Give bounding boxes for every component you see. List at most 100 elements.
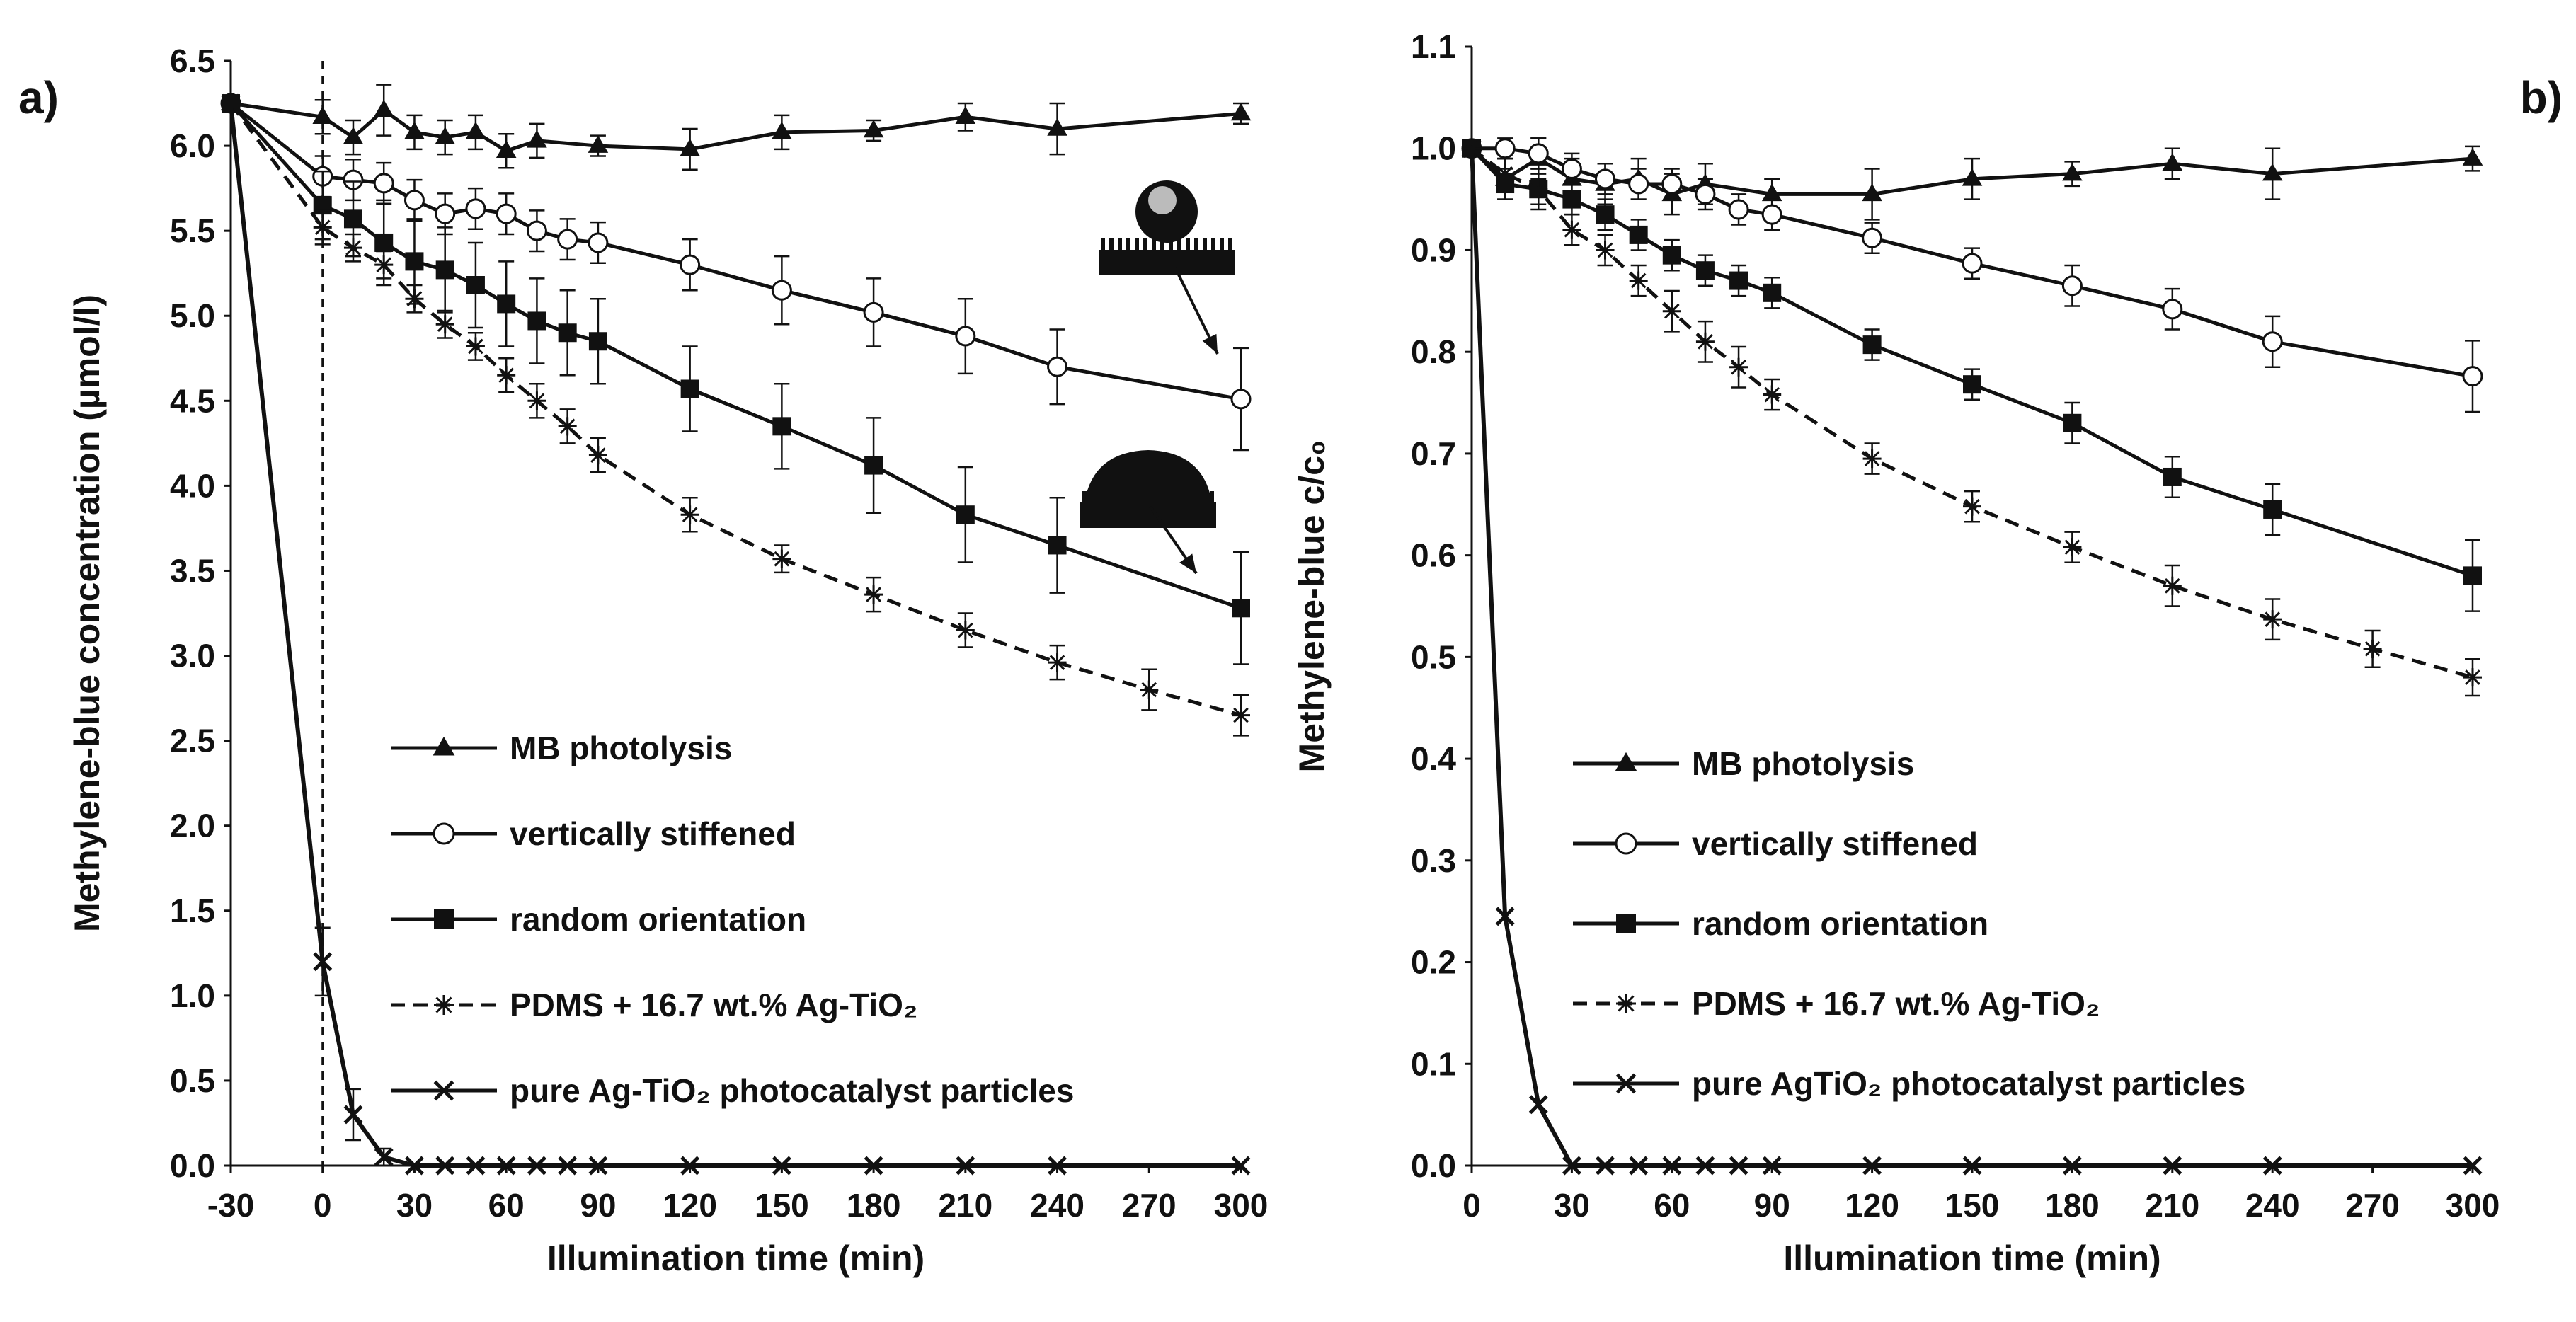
data-point xyxy=(1047,118,1067,136)
data-point xyxy=(405,289,424,309)
data-point xyxy=(2062,1156,2082,1176)
data-point xyxy=(680,254,701,275)
data-point xyxy=(497,366,516,385)
data-point xyxy=(863,301,884,323)
y-axis-title: Methylene-blue concentration (µmol/l) xyxy=(67,294,107,932)
data-point xyxy=(1662,246,1681,265)
legend-marker xyxy=(1615,832,1637,855)
y-tick-label: 1.0 xyxy=(170,977,215,1014)
data-point xyxy=(527,391,546,410)
data-point xyxy=(496,203,517,224)
y-tick-label: 5.5 xyxy=(170,212,215,249)
x-tick-label: 180 xyxy=(2045,1187,2100,1224)
x-tick-label: 240 xyxy=(1030,1187,1084,1224)
data-point xyxy=(466,337,485,356)
data-point xyxy=(313,218,332,237)
x-axis-title: Illumination time (min) xyxy=(1783,1238,2160,1278)
data-point xyxy=(527,1156,546,1176)
y-tick-label: 4.5 xyxy=(170,382,215,419)
data-point xyxy=(1862,227,1883,248)
y-tick-label: 3.0 xyxy=(170,638,215,674)
legend-item: random orientation xyxy=(1573,905,1988,942)
x-tick-label: -30 xyxy=(207,1187,254,1224)
data-point xyxy=(1048,653,1067,672)
data-point xyxy=(864,456,883,475)
data-point xyxy=(435,203,456,224)
data-point xyxy=(1047,356,1068,377)
data-point xyxy=(864,1156,883,1176)
data-point xyxy=(2462,148,2483,166)
x-axis-title: Illumination time (min) xyxy=(547,1238,925,1278)
x-tick-label: 300 xyxy=(1214,1187,1269,1224)
data-point xyxy=(956,505,975,524)
legend-label: PDMS + 16.7 wt.% Ag-TiO₂ xyxy=(510,987,917,1023)
series-pure-agtio-photocatalyst-particles xyxy=(1462,139,2483,1176)
y-tick-label: 0.1 xyxy=(1411,1045,1456,1082)
legend-item: MB photolysis xyxy=(391,730,732,766)
x-tick-label: 150 xyxy=(1945,1187,2000,1224)
data-point xyxy=(1528,143,1549,164)
data-point xyxy=(1662,301,1681,321)
data-point xyxy=(680,379,699,398)
y-tick-label: 6.0 xyxy=(170,127,215,164)
data-point xyxy=(2163,1156,2182,1176)
data-point xyxy=(465,121,486,139)
data-point xyxy=(465,198,486,219)
x-tick-label: 0 xyxy=(1462,1187,1481,1224)
series-random-orientation xyxy=(222,94,1250,665)
data-point xyxy=(2462,366,2483,387)
data-point xyxy=(435,127,455,144)
data-point xyxy=(2463,1156,2483,1176)
data-point xyxy=(373,99,394,117)
data-point xyxy=(1495,907,1515,926)
data-point xyxy=(2162,153,2183,171)
series-line xyxy=(230,101,1242,154)
legend-item: PDMS + 16.7 wt.% Ag-TiO₂ xyxy=(391,987,917,1023)
legend-item: vertically stiffened xyxy=(1573,825,1978,862)
inset-arrow-1 xyxy=(1174,267,1219,355)
data-point xyxy=(1963,497,1981,516)
data-point xyxy=(1695,261,1715,280)
x-tick-label: 270 xyxy=(2345,1187,2400,1224)
x-tick-label: 60 xyxy=(488,1187,525,1224)
data-point xyxy=(1962,168,1983,186)
y-tick-label: 4.0 xyxy=(170,467,215,504)
data-point xyxy=(1048,1156,1067,1176)
data-point xyxy=(680,505,699,524)
y-tick-label: 0.0 xyxy=(170,1147,215,1184)
series-line xyxy=(229,102,1242,718)
data-point xyxy=(863,120,884,138)
data-point xyxy=(1728,199,1749,220)
panel-a: 0.0 0.5 1.0 1.5 2.0 2.5 3.0 3.5 4.0 4.5 5.0 5.5 6.0 6… xyxy=(18,42,1268,1278)
data-point xyxy=(2463,566,2482,585)
legend-marker xyxy=(1615,1073,1637,1094)
data-point xyxy=(466,1156,486,1176)
legend-label: vertically stiffened xyxy=(1692,825,1978,862)
data-point xyxy=(1962,253,1983,274)
data-point xyxy=(405,252,424,271)
y-tick-label: 1.0 xyxy=(1411,130,1456,167)
data-point xyxy=(956,1156,975,1176)
legend-marker xyxy=(433,1080,454,1101)
data-point xyxy=(955,326,976,347)
data-point xyxy=(1048,536,1067,555)
y-tick-label: 0.3 xyxy=(1411,842,1456,879)
legend-label: pure AgTiO₂ photocatalyst particles xyxy=(1692,1065,2245,1102)
data-point xyxy=(588,232,609,253)
x-tick-label: 150 xyxy=(755,1187,809,1224)
data-point xyxy=(404,121,425,139)
data-point xyxy=(558,323,577,343)
data-point xyxy=(2061,275,2083,297)
data-point xyxy=(1662,1156,1682,1176)
x-tick-label: 300 xyxy=(2446,1187,2500,1224)
droplet-inset-1 xyxy=(1099,180,1235,275)
y-tick-label: 0.5 xyxy=(1411,638,1456,675)
y-axis-title: Methylene-blue c/c₀ xyxy=(1292,440,1332,773)
data-point xyxy=(374,233,394,252)
legend-label: random orientation xyxy=(1692,905,1988,942)
data-point xyxy=(1862,1156,1882,1176)
y-tick-label: 0.6 xyxy=(1411,537,1456,574)
data-point xyxy=(558,1156,578,1176)
data-point xyxy=(496,140,517,159)
y-tick-label: 1.1 xyxy=(1411,28,1456,65)
